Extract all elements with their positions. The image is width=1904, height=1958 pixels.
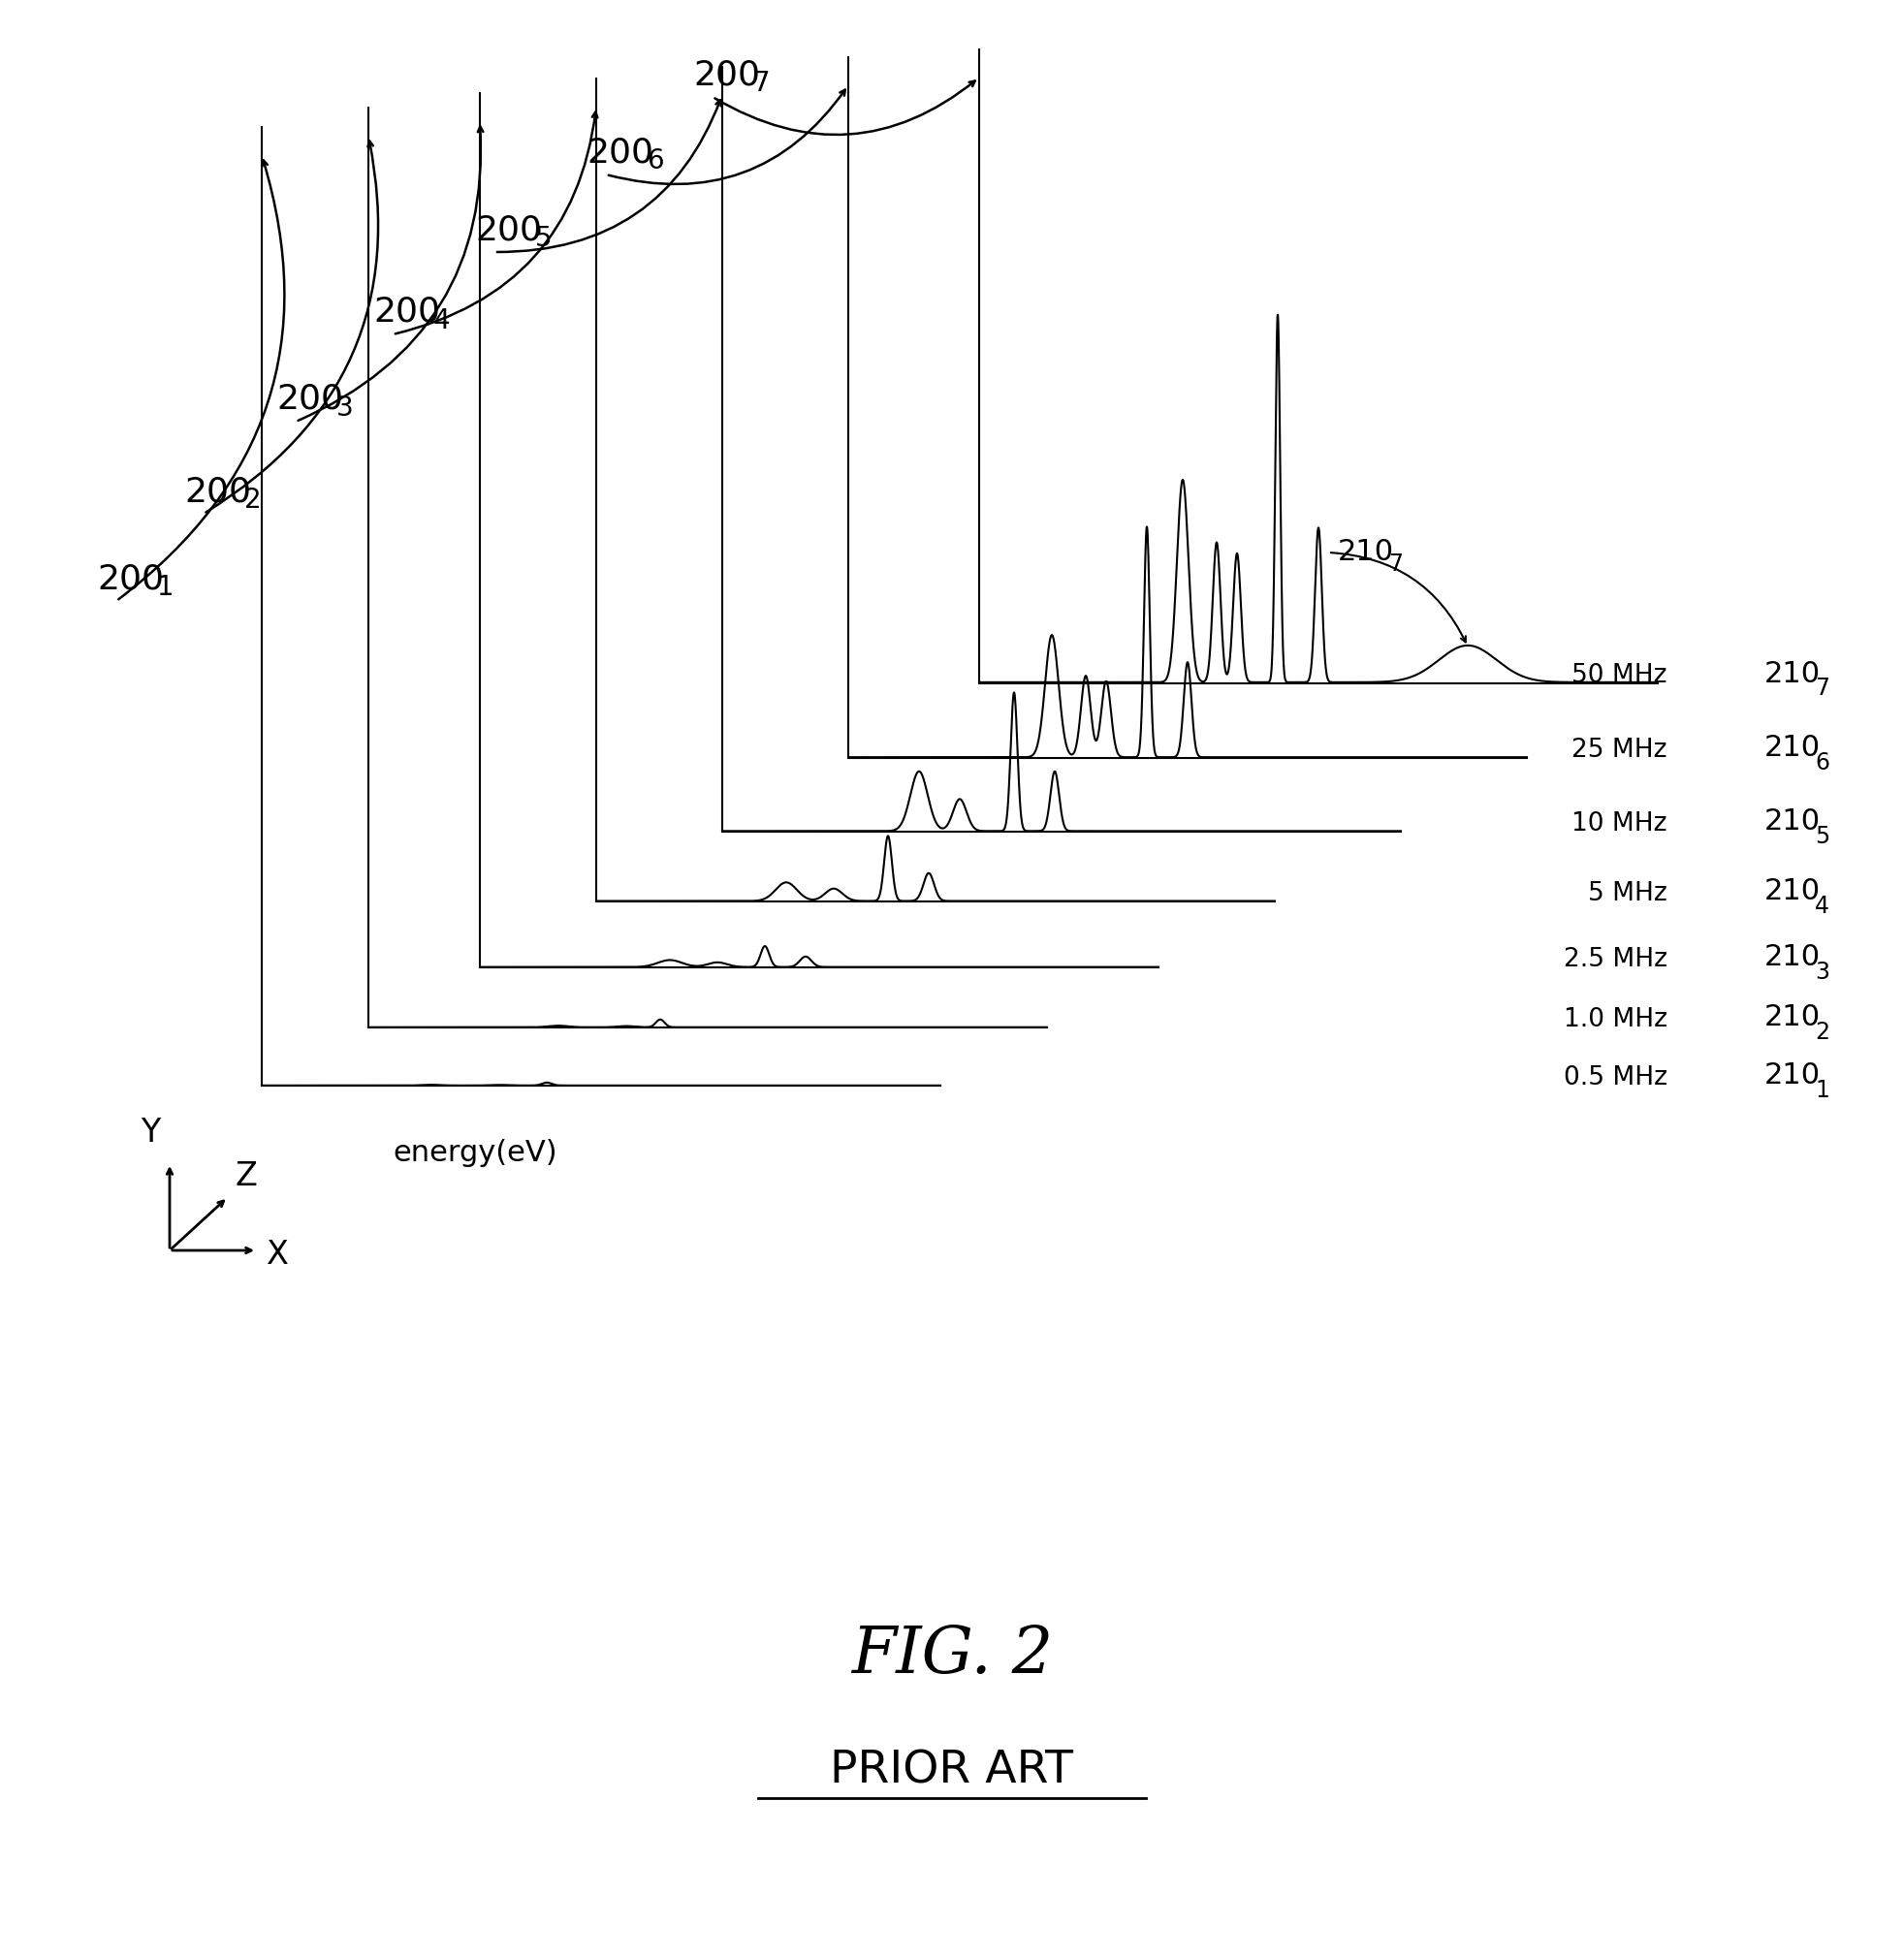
Text: 200: 200 — [185, 476, 251, 507]
Text: 3: 3 — [1815, 961, 1830, 983]
Text: 7: 7 — [1815, 677, 1830, 699]
Text: 200: 200 — [97, 562, 164, 595]
Text: 2.5 MHz: 2.5 MHz — [1563, 948, 1668, 973]
Text: energy(eV): energy(eV) — [392, 1140, 558, 1167]
Text: X: X — [267, 1239, 289, 1271]
Text: 210: 210 — [1765, 734, 1820, 762]
Text: 200: 200 — [276, 384, 343, 415]
Text: 200: 200 — [474, 213, 543, 247]
Text: 5: 5 — [535, 225, 552, 253]
Text: 210: 210 — [1765, 1061, 1820, 1091]
Text: 210: 210 — [1765, 877, 1820, 907]
Text: 200: 200 — [373, 296, 440, 329]
Text: 1: 1 — [1815, 1079, 1830, 1102]
Text: 50 MHz: 50 MHz — [1573, 664, 1668, 687]
Text: 5 MHz: 5 MHz — [1588, 881, 1668, 907]
Text: 210: 210 — [1765, 660, 1820, 687]
Text: 2: 2 — [1815, 1020, 1830, 1044]
Text: 7: 7 — [754, 70, 771, 98]
Text: 1: 1 — [156, 574, 173, 601]
Text: FIG. 2: FIG. 2 — [851, 1623, 1053, 1686]
Text: 6: 6 — [647, 147, 664, 174]
Text: 1.0 MHz: 1.0 MHz — [1563, 1006, 1668, 1032]
Text: 210: 210 — [1765, 944, 1820, 971]
Text: 4: 4 — [1815, 895, 1830, 918]
Text: 200: 200 — [693, 59, 760, 92]
Text: 0.5 MHz: 0.5 MHz — [1563, 1065, 1668, 1091]
Text: 7: 7 — [1388, 552, 1403, 576]
Text: 25 MHz: 25 MHz — [1573, 738, 1668, 764]
Text: 210: 210 — [1339, 538, 1394, 566]
Text: PRIOR ART: PRIOR ART — [830, 1750, 1074, 1794]
Text: 2: 2 — [244, 488, 261, 513]
Text: 4: 4 — [434, 307, 451, 335]
Text: 200: 200 — [586, 135, 653, 168]
Text: 210: 210 — [1765, 809, 1820, 836]
Text: 210: 210 — [1765, 1004, 1820, 1032]
Text: Z: Z — [236, 1161, 257, 1192]
Text: Y: Y — [141, 1116, 160, 1149]
Text: 5: 5 — [1815, 824, 1830, 848]
Text: 10 MHz: 10 MHz — [1573, 811, 1668, 836]
Text: 6: 6 — [1815, 752, 1830, 775]
Text: 3: 3 — [337, 394, 354, 421]
